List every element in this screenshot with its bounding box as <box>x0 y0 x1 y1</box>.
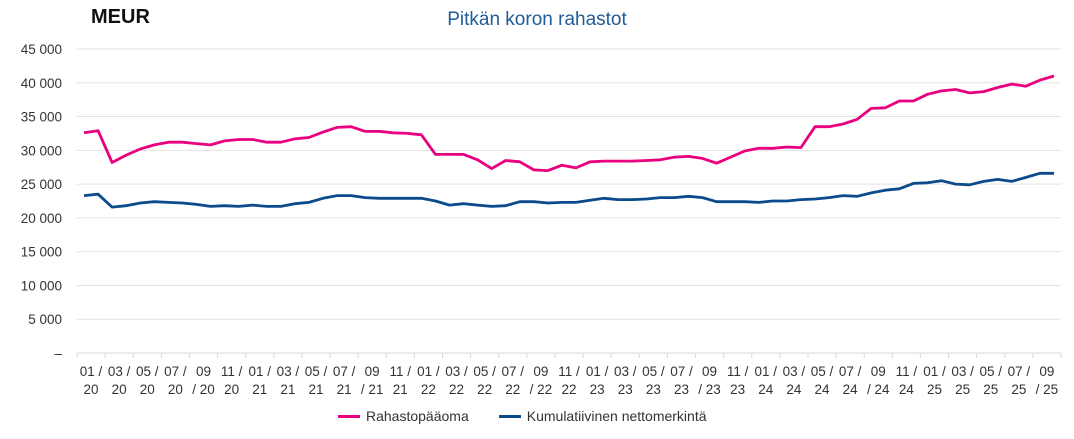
x-tick-label: 05 /25 <box>979 364 1002 397</box>
series-lines <box>83 74 1055 209</box>
series-line-rahastopaaoma <box>83 74 1055 173</box>
y-tick-label: – <box>54 346 62 361</box>
x-tick-label: 01 /25 <box>923 364 946 397</box>
y-tick-label: 30 000 <box>21 143 62 158</box>
y-tick-label: 35 000 <box>21 110 62 125</box>
x-tick-label: 01 /20 <box>80 364 103 397</box>
x-tick-label: 09/ 25 <box>1036 364 1059 397</box>
y-tick-label: 20 000 <box>21 211 62 226</box>
x-tick-label: 03 /22 <box>445 364 468 397</box>
x-tick-label: 11 /23 <box>727 364 749 397</box>
x-tick-label: 01 /23 <box>586 364 609 397</box>
legend-swatch <box>498 414 521 418</box>
legend-swatch <box>338 414 360 418</box>
y-tick-label: 45 000 <box>21 42 62 57</box>
x-tick-label: 03 /20 <box>108 364 131 397</box>
x-tick-label: 09/ 24 <box>867 364 890 397</box>
y-axis: – 5 000 10 000 15 000 20 000 25 000 30 000 35 0… <box>21 42 63 361</box>
x-tick-label: 09/ 22 <box>530 364 553 397</box>
x-tick-label: 09/ 20 <box>192 364 215 397</box>
y-tick-label: 5 000 <box>28 312 62 327</box>
x-tick-label: 01 /21 <box>248 364 271 397</box>
x-tick-label: 07 /20 <box>164 364 187 397</box>
y-tick-label: 10 000 <box>21 278 62 293</box>
x-tick-label: 05 /24 <box>811 364 834 397</box>
x-tick-label: 05 /20 <box>136 364 159 397</box>
x-tick-label: 05 /22 <box>473 364 496 397</box>
x-tick-label: 11 /20 <box>221 364 243 397</box>
x-tick-label: 07 /24 <box>839 364 862 397</box>
y-tick-label: 15 000 <box>21 245 62 260</box>
x-tick-label: 01 /24 <box>755 364 778 397</box>
legend: Rahastopääoma Kumulatiivinen nettomerkin… <box>338 408 707 424</box>
y-tick-label: 40 000 <box>21 76 62 91</box>
unit-label: MEUR <box>91 6 150 28</box>
x-tick-label: 03 /24 <box>783 364 806 397</box>
chart-title: Pitkän koron rahastot <box>447 9 627 30</box>
legend-label: Kumulatiivinen nettomerkintä <box>526 408 707 424</box>
x-tick-label: 05 /23 <box>642 364 665 397</box>
gridlines <box>77 48 1061 354</box>
x-tick-label: 05 /21 <box>305 364 328 397</box>
x-tick-label: 07 /23 <box>670 364 693 397</box>
x-tick-label: 03 /21 <box>277 364 300 397</box>
x-tick-label: 03 /23 <box>614 364 637 397</box>
legend-item-kumulatiivinen-nettomerkinta: Kumulatiivinen nettomerkintä <box>498 408 707 424</box>
x-tick-label: 07 /22 <box>502 364 525 397</box>
x-tick-label: 07 /25 <box>1008 364 1031 397</box>
x-tick-label: 11 /22 <box>558 364 580 397</box>
legend-item-rahastopaaoma: Rahastopääoma <box>338 408 469 424</box>
legend-label: Rahastopääoma <box>366 408 469 424</box>
x-tick-label: 09/ 23 <box>698 364 721 397</box>
x-tick-label: 01 /22 <box>417 364 440 397</box>
x-tick-label: 09/ 21 <box>361 364 384 397</box>
y-tick-label: 25 000 <box>21 177 62 192</box>
x-tick-label: 11 /24 <box>896 364 918 397</box>
x-tick-label: 11 /21 <box>390 364 412 397</box>
x-tick-label: 07 /21 <box>333 364 356 397</box>
x-tick-label: 03 /25 <box>951 364 974 397</box>
series-line-kumulatiivinen-nettomerkinta <box>83 171 1054 209</box>
